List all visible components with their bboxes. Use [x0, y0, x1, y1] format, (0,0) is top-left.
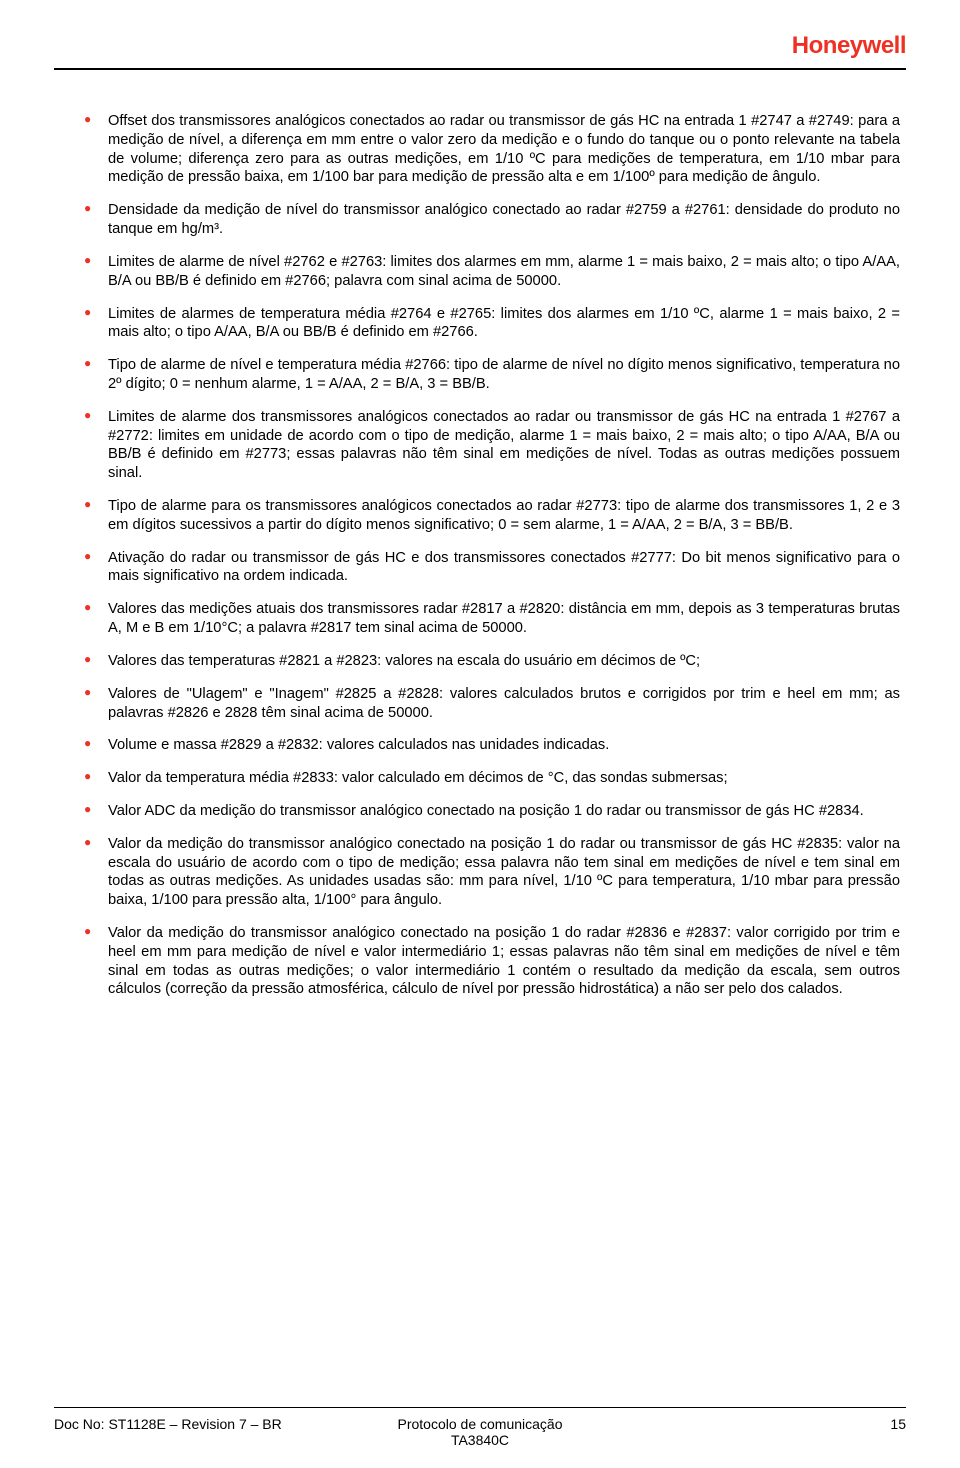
list-item: Volume e massa #2829 a #2832: valores ca… [80, 736, 900, 755]
footer: Doc No: ST1128E – Revision 7 – BR Protoc… [54, 1416, 906, 1448]
list-item: Densidade da medição de nível do transmi… [80, 201, 900, 239]
list-item: Limites de alarme dos transmissores anal… [80, 408, 900, 483]
footer-title-line2: TA3840C [398, 1432, 563, 1448]
list-item: Limites de alarme de nível #2762 e #2763… [80, 253, 900, 291]
footer-doc-id: Doc No: ST1128E – Revision 7 – BR [54, 1416, 398, 1432]
list-item: Valores das medições atuais dos transmis… [80, 600, 900, 638]
list-item: Ativação do radar ou transmissor de gás … [80, 549, 900, 587]
footer-center: Protocolo de comunicação TA3840C [398, 1416, 563, 1448]
footer-title-line1: Protocolo de comunicação [398, 1416, 563, 1432]
list-item: Limites de alarmes de temperatura média … [80, 305, 900, 343]
list-item: Valor ADC da medição do transmissor anal… [80, 802, 900, 821]
list-item: Valor da medição do transmissor analógic… [80, 924, 900, 999]
bullet-list: Offset dos transmissores analógicos cone… [80, 112, 900, 999]
list-item: Tipo de alarme para os transmissores ana… [80, 497, 900, 535]
list-item: Valor da temperatura média #2833: valor … [80, 769, 900, 788]
header: Honeywell [792, 32, 906, 60]
footer-rule [54, 1407, 906, 1408]
header-rule [54, 68, 906, 70]
list-item: Valores de "Ulagem" e "Inagem" #2825 a #… [80, 685, 900, 723]
content-area: Offset dos transmissores analógicos cone… [80, 112, 900, 1013]
list-item: Offset dos transmissores analógicos cone… [80, 112, 900, 187]
list-item: Tipo de alarme de nível e temperatura mé… [80, 356, 900, 394]
footer-page-number: 15 [563, 1416, 907, 1432]
brand-logo: Honeywell [792, 32, 906, 59]
list-item: Valores das temperaturas #2821 a #2823: … [80, 652, 900, 671]
list-item: Valor da medição do transmissor analógic… [80, 835, 900, 910]
